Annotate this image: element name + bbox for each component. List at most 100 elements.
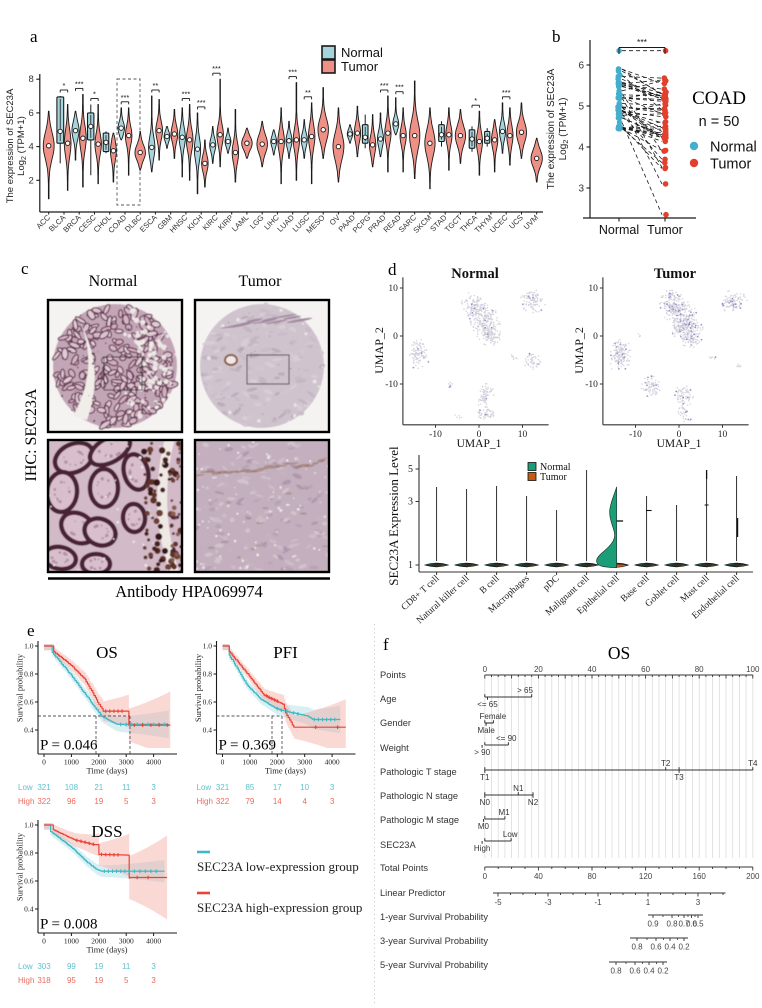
- svg-text:96: 96: [67, 797, 76, 806]
- svg-text:20: 20: [534, 665, 543, 674]
- svg-text:Tumor: Tumor: [239, 273, 283, 290]
- svg-text:Tumor: Tumor: [647, 223, 683, 237]
- svg-text:10: 10: [388, 284, 398, 294]
- svg-text:0.6: 0.6: [650, 943, 662, 952]
- svg-text:Male: Male: [477, 726, 495, 735]
- svg-text:Gender: Gender: [380, 718, 411, 728]
- svg-text:3: 3: [330, 783, 335, 792]
- svg-text:Age: Age: [380, 694, 397, 704]
- svg-text:10: 10: [718, 430, 728, 440]
- svg-text:The expression of SEC23A: The expression of SEC23A: [546, 68, 557, 189]
- svg-text:T3: T3: [674, 773, 684, 782]
- svg-text:3: 3: [696, 898, 701, 907]
- svg-text:N1: N1: [513, 784, 524, 793]
- svg-text:<= 90: <= 90: [496, 734, 517, 743]
- svg-text:108: 108: [65, 783, 79, 792]
- svg-text:Survival probability: Survival probability: [15, 832, 25, 901]
- svg-text:-10: -10: [429, 430, 442, 440]
- svg-text:6: 6: [578, 61, 584, 72]
- svg-text:4000: 4000: [146, 937, 161, 946]
- svg-text:Weight: Weight: [380, 743, 409, 753]
- svg-text:1000: 1000: [64, 758, 79, 767]
- svg-text:0.9: 0.9: [647, 920, 659, 929]
- svg-text:Low: Low: [18, 962, 33, 971]
- svg-text:> 90: > 90: [474, 748, 490, 757]
- svg-text:Low: Low: [197, 783, 212, 792]
- svg-text:pDC: pDC: [542, 574, 562, 593]
- svg-text:0.2: 0.2: [678, 943, 690, 952]
- svg-text:11: 11: [122, 962, 131, 971]
- svg-text:B cell: B cell: [478, 574, 502, 597]
- svg-text:e: e: [27, 621, 35, 640]
- svg-text:19: 19: [94, 962, 103, 971]
- svg-text:0.8: 0.8: [610, 967, 622, 976]
- svg-text:0: 0: [221, 758, 225, 767]
- svg-text:-10: -10: [629, 430, 642, 440]
- svg-text:Time (days): Time (days): [265, 766, 306, 776]
- svg-text:80: 80: [588, 872, 597, 881]
- svg-text:M1: M1: [499, 808, 511, 817]
- svg-text:Normal: Normal: [451, 266, 499, 282]
- svg-text:LAML: LAML: [230, 213, 250, 233]
- svg-text:3: 3: [151, 976, 156, 985]
- svg-text:0: 0: [42, 758, 46, 767]
- svg-text:-10: -10: [385, 380, 398, 390]
- svg-text:***: ***: [121, 93, 130, 102]
- svg-text:1-year Survival Probability: 1-year Survival Probability: [380, 912, 488, 922]
- svg-text:303: 303: [37, 962, 51, 971]
- svg-text:P = 0.369: P = 0.369: [219, 738, 277, 754]
- svg-text:322: 322: [37, 797, 51, 806]
- svg-text:0.8: 0.8: [203, 670, 213, 679]
- svg-text:***: ***: [212, 64, 221, 73]
- svg-text:3: 3: [578, 184, 584, 195]
- svg-text:d: d: [388, 260, 397, 279]
- svg-text:3: 3: [151, 962, 156, 971]
- svg-text:1000: 1000: [242, 758, 257, 767]
- svg-text:0.6: 0.6: [24, 877, 34, 886]
- svg-text:0.6: 0.6: [203, 698, 213, 707]
- svg-text:0.8: 0.8: [631, 943, 643, 952]
- svg-text:b: b: [552, 27, 561, 46]
- svg-text:N2: N2: [528, 798, 539, 807]
- svg-text:2000: 2000: [91, 937, 106, 946]
- svg-text:5: 5: [578, 102, 584, 113]
- svg-text:3: 3: [330, 797, 335, 806]
- svg-text:Log2 (TPM+1): Log2 (TPM+1): [16, 116, 28, 176]
- svg-text:***: ***: [380, 81, 389, 90]
- svg-text:*: *: [93, 89, 96, 98]
- svg-text:P = 0.046: P = 0.046: [40, 738, 98, 754]
- svg-text:f: f: [383, 635, 389, 654]
- svg-text:c: c: [21, 259, 29, 278]
- svg-text:19: 19: [94, 976, 103, 985]
- svg-text:a: a: [30, 27, 38, 46]
- svg-text:8: 8: [29, 74, 34, 85]
- svg-text:85: 85: [245, 783, 254, 792]
- svg-text:2: 2: [29, 175, 34, 186]
- svg-text:3: 3: [151, 783, 156, 792]
- svg-text:10: 10: [588, 284, 598, 294]
- svg-text:Normal: Normal: [341, 45, 383, 60]
- svg-text:<= 65: <= 65: [477, 700, 498, 709]
- svg-text:19: 19: [94, 797, 103, 806]
- svg-text:**: **: [153, 81, 159, 90]
- svg-text:COAD: COAD: [692, 88, 746, 109]
- svg-text:Tumor: Tumor: [654, 266, 697, 282]
- svg-text:SEC23A high-expression group: SEC23A high-expression group: [197, 900, 362, 915]
- svg-text:PFI: PFI: [273, 643, 298, 662]
- svg-text:1.0: 1.0: [24, 821, 34, 830]
- svg-text:4: 4: [29, 142, 34, 153]
- svg-text:3-year Survival Probability: 3-year Survival Probability: [380, 936, 488, 946]
- svg-text:n = 50: n = 50: [699, 114, 740, 130]
- svg-text:***: ***: [197, 98, 206, 107]
- svg-text:318: 318: [37, 976, 51, 985]
- svg-text:UMAP_1: UMAP_1: [657, 438, 702, 450]
- svg-text:High: High: [18, 797, 34, 806]
- svg-text:Antibody HPA069974: Antibody HPA069974: [115, 582, 262, 601]
- svg-text:Survival probability: Survival probability: [15, 653, 25, 722]
- svg-text:0: 0: [593, 332, 598, 342]
- svg-text:IHC: SEC23A: IHC: SEC23A: [23, 388, 40, 481]
- svg-text:10: 10: [518, 430, 528, 440]
- svg-text:Tumor: Tumor: [710, 157, 752, 173]
- svg-text:0.6: 0.6: [24, 698, 34, 707]
- svg-text:0: 0: [677, 430, 682, 440]
